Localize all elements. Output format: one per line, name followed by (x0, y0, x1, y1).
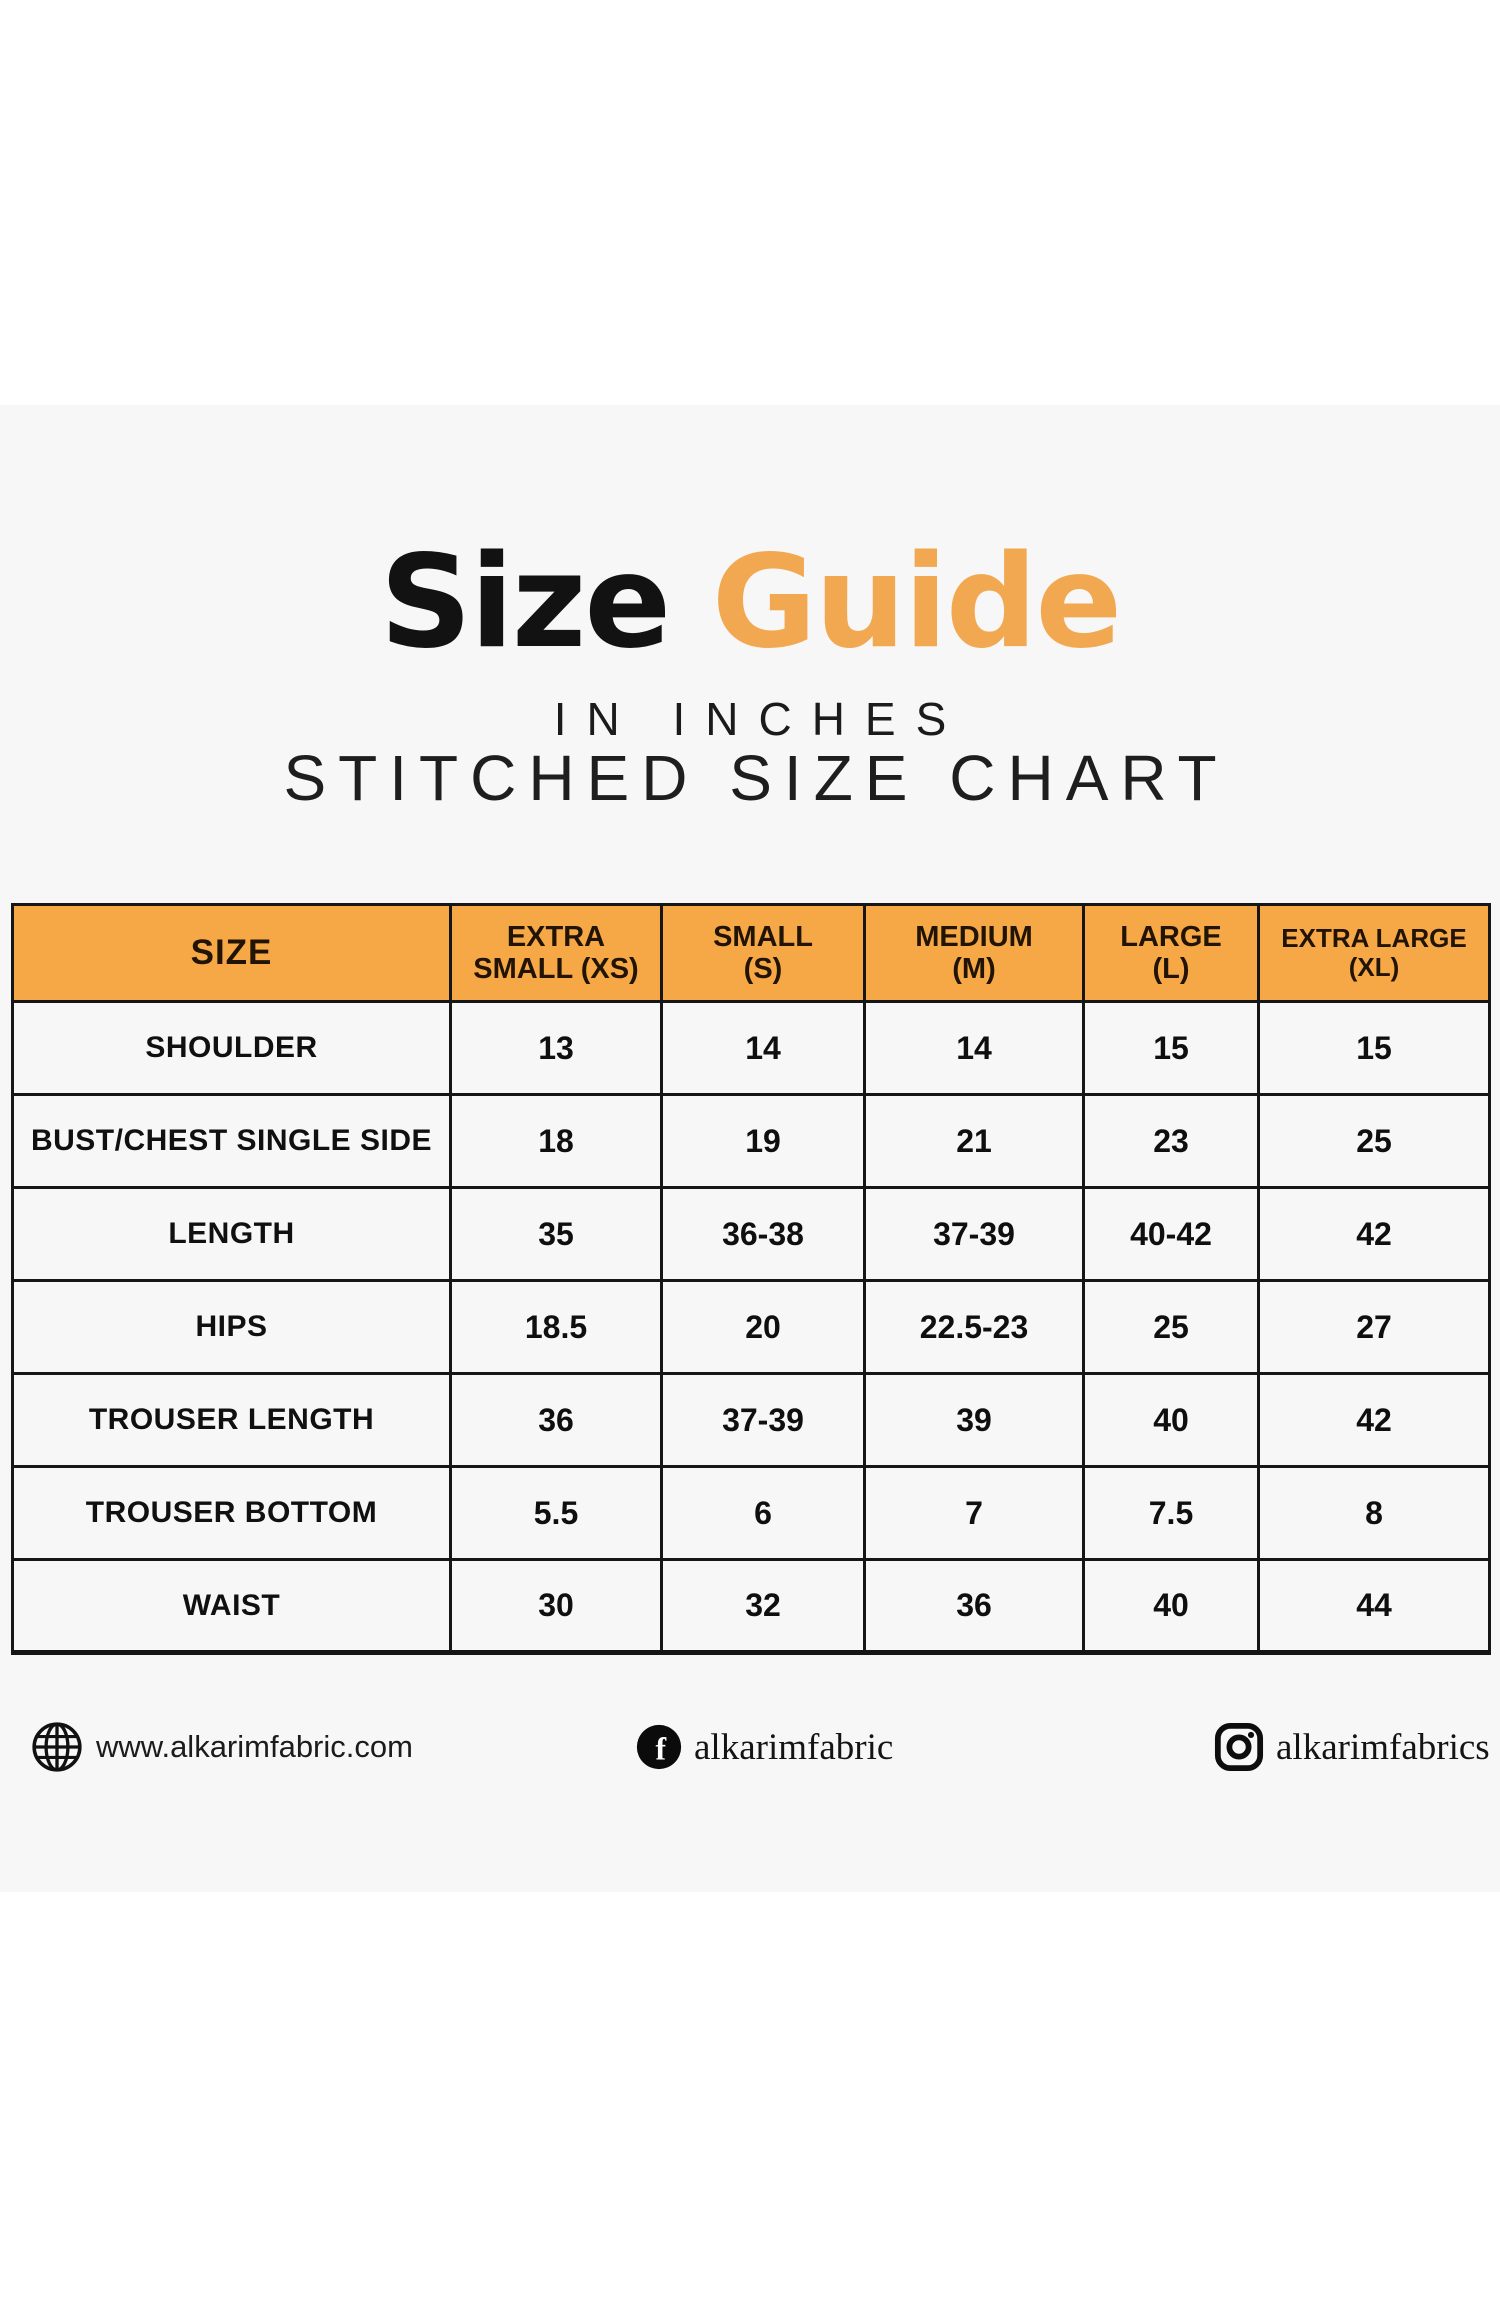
table-header-row: SIZE EXTRA SMALL (XS) SMALL (S) MEDIUM (M) … (11, 903, 1491, 1003)
cell: 22.5-23 (863, 1279, 1085, 1375)
cell: 42 (1257, 1372, 1491, 1468)
page-title: Size Guide (0, 538, 1500, 668)
cell: 19 (660, 1093, 866, 1189)
instagram-handle: alkarimfabrics (1276, 1726, 1490, 1768)
table-row-shoulder: SHOULDER 13 14 14 15 15 (11, 1000, 1491, 1096)
facebook-handle: alkarimfabric (694, 1726, 894, 1768)
subtitle-stitched-size-chart: STITCHED SIZE CHART (283, 742, 1229, 814)
cell: 36 (863, 1558, 1085, 1655)
cell: 44 (1257, 1558, 1491, 1655)
cell: 7.5 (1082, 1465, 1260, 1561)
page-title-black: Size (379, 528, 671, 677)
cell: 5.5 (449, 1465, 663, 1561)
cell: 35 (449, 1186, 663, 1282)
cell: 15 (1257, 1000, 1491, 1096)
cell: 13 (449, 1000, 663, 1096)
cell: 25 (1082, 1279, 1260, 1375)
table-row-hips: HIPS 18.5 20 22.5-23 25 27 (11, 1279, 1491, 1375)
cell: 36-38 (660, 1186, 866, 1282)
cell: 18 (449, 1093, 663, 1189)
cell: 32 (660, 1558, 866, 1655)
header-large: LARGE (L) (1082, 903, 1260, 1003)
row-label: HIPS (11, 1279, 452, 1375)
cell: 37-39 (660, 1372, 866, 1468)
header-extra-large: EXTRA LARGE (XL) (1257, 903, 1491, 1003)
globe-icon (30, 1720, 84, 1774)
header-extra-small: EXTRA SMALL (XS) (449, 903, 663, 1003)
table-row-trouser-length: TROUSER LENGTH 36 37-39 39 40 42 (11, 1372, 1491, 1468)
size-chart-table: SIZE EXTRA SMALL (XS) SMALL (S) MEDIUM (M) … (11, 903, 1491, 1655)
cell: 42 (1257, 1186, 1491, 1282)
table-row-trouser-bottom: TROUSER BOTTOM 5.5 6 7 7.5 8 (11, 1465, 1491, 1561)
website-url: www.alkarimfabric.com (96, 1729, 413, 1764)
website-link[interactable]: www.alkarimfabric.com (30, 1712, 413, 1782)
cell: 23 (1082, 1093, 1260, 1189)
cell: 15 (1082, 1000, 1260, 1096)
table-row-waist: WAIST 30 32 36 40 44 (11, 1558, 1491, 1655)
row-label: TROUSER LENGTH (11, 1372, 452, 1468)
row-label: BUST/CHEST SINGLE SIDE (11, 1093, 452, 1189)
page-title-orange: Guide (711, 528, 1122, 677)
row-label: TROUSER BOTTOM (11, 1465, 452, 1561)
cell: 30 (449, 1558, 663, 1655)
cell: 7 (863, 1465, 1085, 1561)
cell: 18.5 (449, 1279, 663, 1375)
table-row-length: LENGTH 35 36-38 37-39 40-42 42 (11, 1186, 1491, 1282)
header-medium: MEDIUM (M) (863, 903, 1085, 1003)
cell: 37-39 (863, 1186, 1085, 1282)
row-label: LENGTH (11, 1186, 452, 1282)
cell: 27 (1257, 1279, 1491, 1375)
facebook-icon: f (636, 1724, 682, 1770)
cell: 40 (1082, 1372, 1260, 1468)
cell: 21 (863, 1093, 1085, 1189)
cell: 8 (1257, 1465, 1491, 1561)
cell: 39 (863, 1372, 1085, 1468)
cell: 36 (449, 1372, 663, 1468)
row-label: WAIST (11, 1558, 452, 1655)
instagram-link[interactable]: alkarimfabrics (1214, 1712, 1490, 1782)
row-label: SHOULDER (11, 1000, 452, 1096)
table-row-bust-chest: BUST/CHEST SINGLE SIDE 18 19 21 23 25 (11, 1093, 1491, 1189)
facebook-link[interactable]: f alkarimfabric (636, 1712, 893, 1782)
cell: 20 (660, 1279, 866, 1375)
cell: 14 (660, 1000, 866, 1096)
cell: 25 (1257, 1093, 1491, 1189)
header-size: SIZE (11, 903, 452, 1003)
header-small: SMALL (S) (660, 903, 866, 1003)
subtitle-in-inches: IN INCHES (553, 693, 967, 745)
svg-text:f: f (655, 1731, 666, 1766)
cell: 40-42 (1082, 1186, 1260, 1282)
cell: 40 (1082, 1558, 1260, 1655)
cell: 6 (660, 1465, 866, 1561)
instagram-icon (1214, 1722, 1264, 1772)
cell: 14 (863, 1000, 1085, 1096)
